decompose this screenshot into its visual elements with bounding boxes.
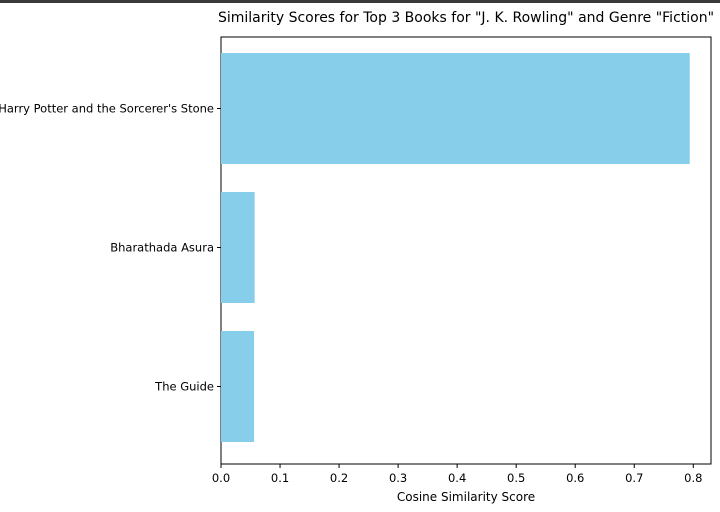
y-axis-ticks: Harry Potter and the Sorcerer's Stone Bha… [0,102,221,394]
x-tick-label: 0.0 [212,471,230,485]
bar [221,53,690,164]
x-tick-label: 0.7 [625,471,643,485]
bars-group [221,53,690,442]
x-axis-label: Cosine Similarity Score [397,490,535,504]
x-tick-label: 0.1 [271,471,289,485]
y-tick-label: Harry Potter and the Sorcerer's Stone [0,102,214,116]
chart-title: Similarity Scores for Top 3 Books for "J… [218,10,714,26]
window-top-bar [0,0,720,3]
bar [221,192,255,303]
x-tick-label: 0.4 [448,471,466,485]
y-tick-label: The Guide [154,380,214,394]
x-axis-ticks: 0.0 0.1 0.2 0.3 0.4 0.5 0.6 0.7 0.8 [212,464,702,485]
x-tick-label: 0.5 [507,471,525,485]
bar [221,331,255,442]
x-tick-label: 0.3 [389,471,407,485]
x-tick-label: 0.6 [566,471,584,485]
x-tick-label: 0.8 [684,471,702,485]
y-tick-label: Bharathada Asura [110,241,214,255]
x-tick-label: 0.2 [330,471,348,485]
